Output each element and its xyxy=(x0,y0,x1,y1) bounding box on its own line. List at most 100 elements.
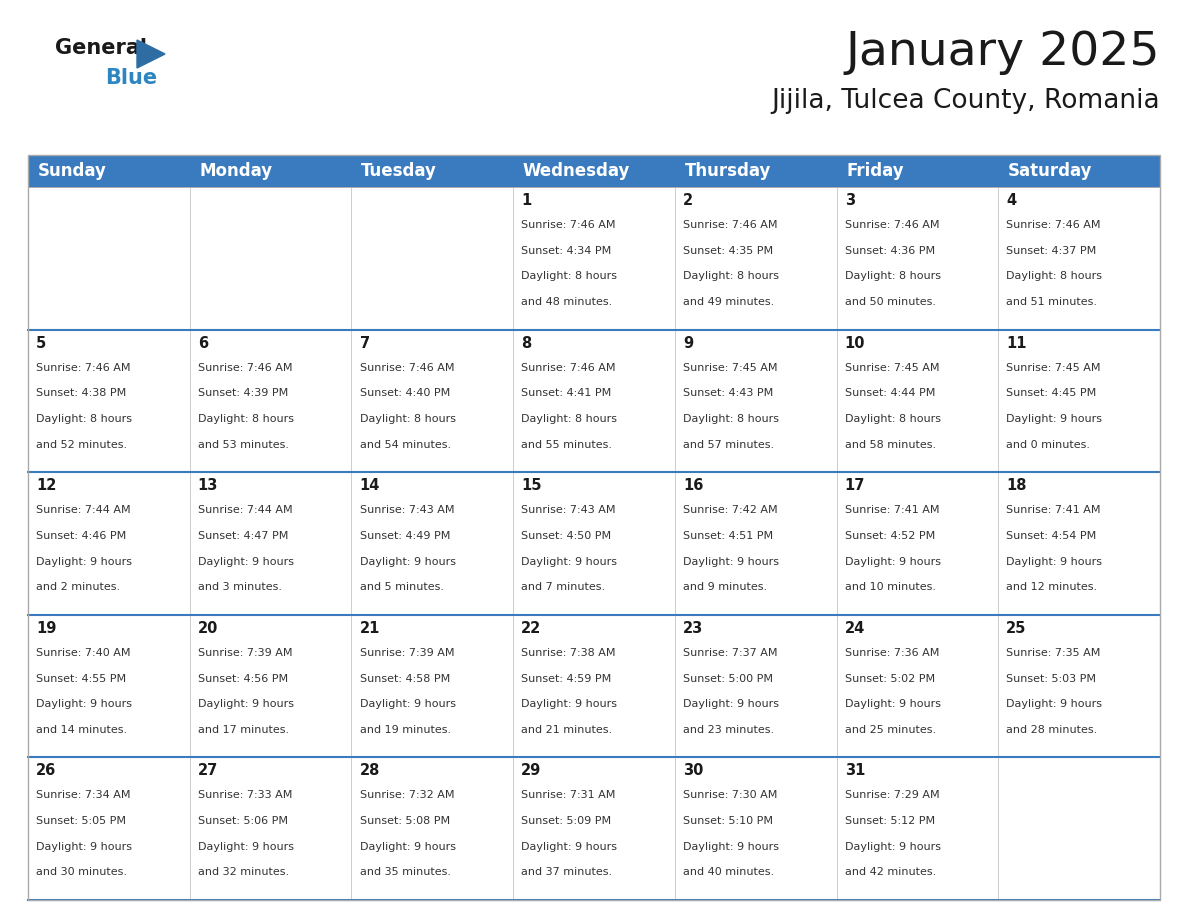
Bar xyxy=(836,472,998,615)
Bar xyxy=(190,187,352,330)
Bar xyxy=(675,615,836,757)
Text: and 37 minutes.: and 37 minutes. xyxy=(522,868,612,878)
Text: Sunrise: 7:35 AM: Sunrise: 7:35 AM xyxy=(1006,648,1101,658)
Text: Daylight: 9 hours: Daylight: 9 hours xyxy=(845,842,941,852)
Text: and 17 minutes.: and 17 minutes. xyxy=(197,725,289,735)
Bar xyxy=(836,757,998,900)
Text: and 21 minutes.: and 21 minutes. xyxy=(522,725,612,735)
Text: Sunrise: 7:41 AM: Sunrise: 7:41 AM xyxy=(845,505,940,515)
Text: Daylight: 8 hours: Daylight: 8 hours xyxy=(1006,272,1102,282)
Text: 9: 9 xyxy=(683,336,693,351)
Text: 28: 28 xyxy=(360,764,380,778)
Text: 15: 15 xyxy=(522,478,542,493)
Text: Wednesday: Wednesday xyxy=(523,162,630,180)
Text: and 42 minutes.: and 42 minutes. xyxy=(845,868,936,878)
Text: and 2 minutes.: and 2 minutes. xyxy=(36,582,120,592)
Text: and 50 minutes.: and 50 minutes. xyxy=(845,297,936,308)
Bar xyxy=(190,330,352,472)
Bar xyxy=(675,155,836,187)
Text: Sunset: 4:44 PM: Sunset: 4:44 PM xyxy=(845,388,935,398)
Bar xyxy=(29,187,190,330)
Bar xyxy=(352,472,513,615)
Text: Daylight: 9 hours: Daylight: 9 hours xyxy=(36,700,132,710)
Bar xyxy=(998,472,1159,615)
Text: Sunset: 4:45 PM: Sunset: 4:45 PM xyxy=(1006,388,1097,398)
Bar xyxy=(998,330,1159,472)
Bar xyxy=(190,472,352,615)
Bar xyxy=(836,615,998,757)
Text: and 10 minutes.: and 10 minutes. xyxy=(845,582,936,592)
Text: 5: 5 xyxy=(36,336,46,351)
Text: Sunset: 4:55 PM: Sunset: 4:55 PM xyxy=(36,674,126,684)
Text: Sunrise: 7:46 AM: Sunrise: 7:46 AM xyxy=(360,363,454,373)
Bar xyxy=(29,757,190,900)
Text: Daylight: 8 hours: Daylight: 8 hours xyxy=(36,414,132,424)
Text: 18: 18 xyxy=(1006,478,1026,493)
Bar xyxy=(675,472,836,615)
Text: Daylight: 8 hours: Daylight: 8 hours xyxy=(845,272,941,282)
Text: 16: 16 xyxy=(683,478,703,493)
Text: Daylight: 9 hours: Daylight: 9 hours xyxy=(197,556,293,566)
Text: Sunset: 4:59 PM: Sunset: 4:59 PM xyxy=(522,674,612,684)
Text: Monday: Monday xyxy=(200,162,272,180)
Bar xyxy=(513,472,675,615)
Bar xyxy=(513,757,675,900)
Text: Sunset: 4:41 PM: Sunset: 4:41 PM xyxy=(522,388,612,398)
Text: Sunset: 5:05 PM: Sunset: 5:05 PM xyxy=(36,816,126,826)
Text: Sunrise: 7:39 AM: Sunrise: 7:39 AM xyxy=(360,648,454,658)
Text: 1: 1 xyxy=(522,193,531,208)
Text: Daylight: 9 hours: Daylight: 9 hours xyxy=(845,556,941,566)
Bar xyxy=(836,155,998,187)
Text: 13: 13 xyxy=(197,478,219,493)
Text: and 0 minutes.: and 0 minutes. xyxy=(1006,440,1091,450)
Text: and 48 minutes.: and 48 minutes. xyxy=(522,297,613,308)
Bar xyxy=(513,155,675,187)
Bar xyxy=(675,187,836,330)
Text: Sunset: 5:00 PM: Sunset: 5:00 PM xyxy=(683,674,773,684)
Text: Sunset: 4:38 PM: Sunset: 4:38 PM xyxy=(36,388,126,398)
Text: Daylight: 9 hours: Daylight: 9 hours xyxy=(360,842,455,852)
Text: 30: 30 xyxy=(683,764,703,778)
Bar xyxy=(29,330,190,472)
Text: 19: 19 xyxy=(36,621,57,636)
Text: and 40 minutes.: and 40 minutes. xyxy=(683,868,775,878)
Text: Sunrise: 7:43 AM: Sunrise: 7:43 AM xyxy=(522,505,615,515)
Bar xyxy=(998,155,1159,187)
Bar xyxy=(190,615,352,757)
Text: Sunrise: 7:46 AM: Sunrise: 7:46 AM xyxy=(845,220,940,230)
Text: Daylight: 8 hours: Daylight: 8 hours xyxy=(360,414,455,424)
Text: Sunrise: 7:34 AM: Sunrise: 7:34 AM xyxy=(36,790,131,800)
Text: Sunset: 4:46 PM: Sunset: 4:46 PM xyxy=(36,531,126,541)
Text: and 32 minutes.: and 32 minutes. xyxy=(197,868,289,878)
Text: Saturday: Saturday xyxy=(1007,162,1093,180)
Bar xyxy=(352,757,513,900)
Text: Sunrise: 7:41 AM: Sunrise: 7:41 AM xyxy=(1006,505,1101,515)
Text: Blue: Blue xyxy=(105,68,157,88)
Text: Daylight: 9 hours: Daylight: 9 hours xyxy=(1006,556,1102,566)
Text: 8: 8 xyxy=(522,336,531,351)
Bar xyxy=(998,757,1159,900)
Text: Daylight: 8 hours: Daylight: 8 hours xyxy=(197,414,293,424)
Text: Sunset: 4:36 PM: Sunset: 4:36 PM xyxy=(845,246,935,256)
Text: 7: 7 xyxy=(360,336,369,351)
Bar xyxy=(352,615,513,757)
Text: and 52 minutes.: and 52 minutes. xyxy=(36,440,127,450)
Text: Daylight: 9 hours: Daylight: 9 hours xyxy=(1006,414,1102,424)
Text: Sunset: 5:12 PM: Sunset: 5:12 PM xyxy=(845,816,935,826)
Text: Sunset: 4:35 PM: Sunset: 4:35 PM xyxy=(683,246,773,256)
Text: Sunrise: 7:29 AM: Sunrise: 7:29 AM xyxy=(845,790,940,800)
Text: 14: 14 xyxy=(360,478,380,493)
Text: and 30 minutes.: and 30 minutes. xyxy=(36,868,127,878)
Text: Sunset: 4:43 PM: Sunset: 4:43 PM xyxy=(683,388,773,398)
Text: 12: 12 xyxy=(36,478,57,493)
Text: January 2025: January 2025 xyxy=(846,30,1159,75)
Text: Daylight: 8 hours: Daylight: 8 hours xyxy=(522,414,618,424)
Text: and 14 minutes.: and 14 minutes. xyxy=(36,725,127,735)
Text: Sunset: 4:54 PM: Sunset: 4:54 PM xyxy=(1006,531,1097,541)
Text: Daylight: 8 hours: Daylight: 8 hours xyxy=(683,272,779,282)
Text: Sunrise: 7:46 AM: Sunrise: 7:46 AM xyxy=(683,220,777,230)
Bar xyxy=(352,155,513,187)
Bar xyxy=(513,330,675,472)
Bar xyxy=(29,472,190,615)
Text: Tuesday: Tuesday xyxy=(361,162,437,180)
